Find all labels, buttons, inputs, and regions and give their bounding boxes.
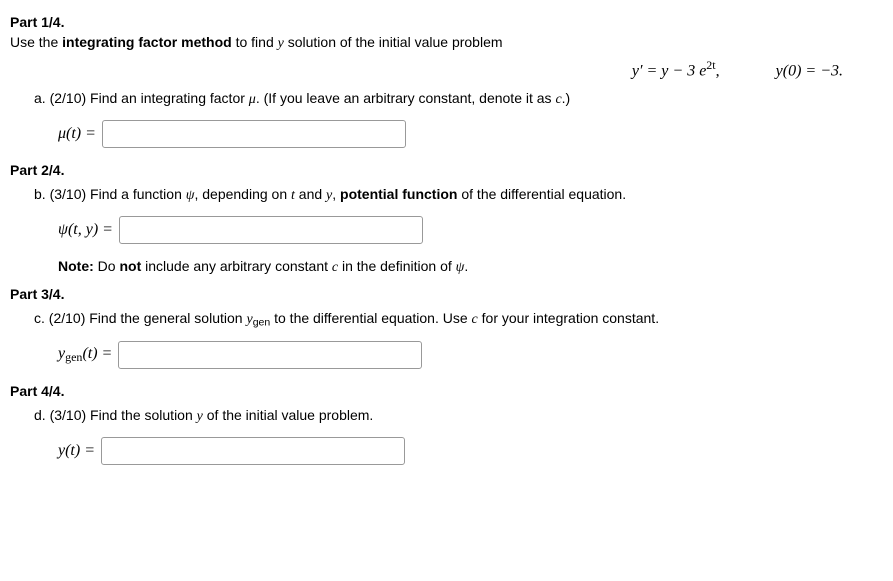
ygen-input[interactable] [118, 341, 422, 369]
ygen-label: ygen(t) = [58, 345, 112, 365]
mu-label: μ(t) = [58, 125, 96, 143]
note-mid2: include any arbitrary constant [141, 258, 332, 274]
answer-psi-row: ψ(t, y) = [58, 216, 883, 244]
intro-bold: integrating factor method [62, 34, 232, 50]
ode-equation-row: y′ = y − 3 e2t, y(0) = −3. [10, 58, 883, 80]
item-d-prefix: d. (3/10) Find the solution [34, 407, 197, 423]
item-c: c. (2/10) Find the general solution ygen… [34, 310, 883, 329]
item-d: d. (3/10) Find the solution y of the ini… [34, 407, 883, 425]
item-b-end: of the differential equation. [457, 186, 626, 202]
item-a-end: .) [562, 90, 571, 106]
note-bold: not [119, 258, 141, 274]
item-b-mid1: , depending on [194, 186, 291, 202]
item-b: b. (3/10) Find a function ψ, depending o… [34, 186, 883, 204]
part-1-intro: Use the integrating factor method to fin… [10, 34, 883, 52]
item-d-end: of the initial value problem. [203, 407, 373, 423]
answer-y-row: y(t) = [58, 437, 883, 465]
psi-input[interactable] [119, 216, 423, 244]
intro-text-3: solution of the initial value problem [284, 34, 503, 50]
intro-text-1: Use the [10, 34, 62, 50]
note-end: . [464, 258, 468, 274]
item-b-and: and [295, 186, 326, 202]
initial-condition: y(0) = −3. [776, 62, 843, 79]
part-1-heading: Part 1/4. [10, 14, 883, 30]
item-c-prefix: c. (2/10) Find the general solution [34, 310, 246, 326]
note-row: Note: Do not include any arbitrary const… [58, 258, 883, 276]
y-label: y(t) = [58, 442, 95, 460]
part-3-heading: Part 3/4. [10, 286, 883, 302]
part-2-heading: Part 2/4. [10, 162, 883, 178]
item-a-mu: μ [249, 92, 256, 107]
item-a: a. (2/10) Find an integrating factor μ. … [34, 90, 883, 108]
item-a-mid: . (If you leave an arbitrary constant, d… [256, 90, 556, 106]
note-mid3: in the definition of [338, 258, 456, 274]
note-prefix: Note: [58, 258, 94, 274]
answer-mu-row: μ(t) = [58, 120, 883, 148]
part-4-heading: Part 4/4. [10, 383, 883, 399]
ygen-label-sub: gen [65, 350, 82, 364]
item-b-comma: , [332, 186, 340, 202]
note-mid1: Do [94, 258, 120, 274]
intro-text-2: to find [232, 34, 278, 50]
item-c-end: for your integration constant. [478, 310, 659, 326]
ode-exp: 2t [706, 58, 715, 72]
ode-comma: , [716, 62, 720, 79]
item-b-bold: potential function [340, 186, 457, 202]
psi-label: ψ(t, y) = [58, 221, 113, 239]
ygen-label-rest: (t) = [82, 345, 112, 362]
ode-lhs: y′ = y − 3 e [632, 62, 706, 79]
item-c-ygen-sub: gen [253, 317, 271, 329]
y-input[interactable] [101, 437, 405, 465]
mu-input[interactable] [102, 120, 406, 148]
item-a-prefix: a. (2/10) Find an integrating factor [34, 90, 249, 106]
answer-ygen-row: ygen(t) = [58, 341, 883, 369]
item-b-prefix: b. (3/10) Find a function [34, 186, 186, 202]
item-c-mid: to the differential equation. Use [270, 310, 471, 326]
